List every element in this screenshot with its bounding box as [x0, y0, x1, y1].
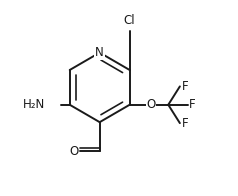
Text: F: F	[189, 98, 196, 111]
Text: F: F	[181, 117, 188, 130]
Text: O: O	[146, 98, 155, 111]
Text: Cl: Cl	[124, 14, 135, 26]
Text: N: N	[95, 46, 104, 59]
Text: F: F	[181, 80, 188, 93]
Text: H₂N: H₂N	[23, 98, 45, 111]
Text: O: O	[69, 145, 79, 158]
